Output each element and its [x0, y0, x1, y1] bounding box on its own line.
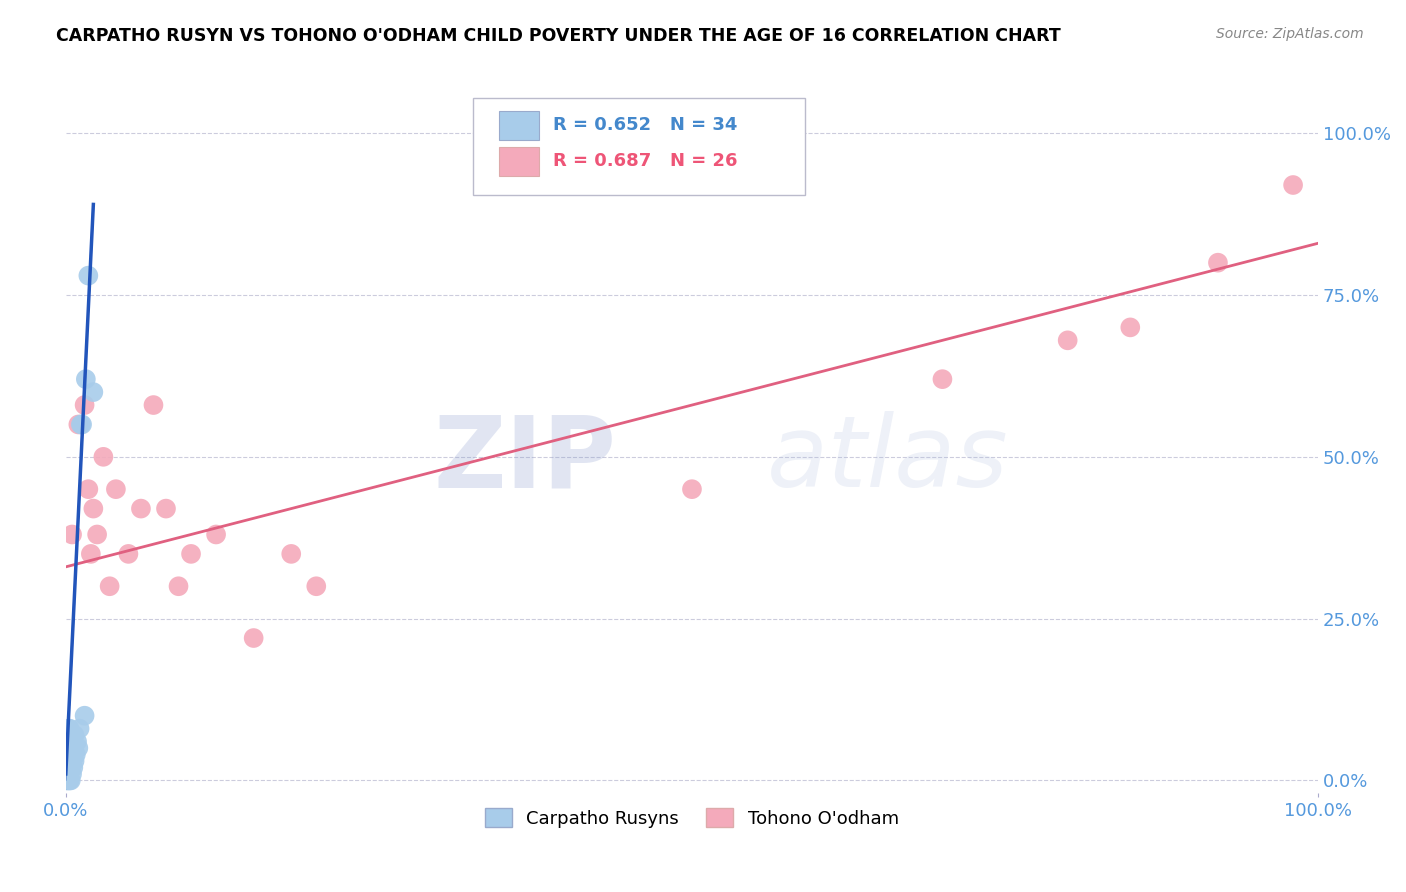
Point — [305, 579, 328, 593]
Point — [60, 527, 83, 541]
Point — [931, 372, 953, 386]
Text: ZIP: ZIP — [434, 411, 617, 508]
Text: atlas: atlas — [768, 411, 1008, 508]
Point — [58, 741, 80, 756]
Point — [142, 398, 165, 412]
Point — [70, 417, 93, 432]
Point — [67, 741, 90, 756]
Point — [60, 728, 83, 742]
Point — [69, 417, 91, 432]
Point — [104, 482, 127, 496]
Point — [77, 268, 100, 283]
Text: R = 0.652   N = 34: R = 0.652 N = 34 — [553, 116, 737, 134]
Point — [117, 547, 139, 561]
Point — [80, 547, 103, 561]
Point — [242, 631, 264, 645]
Point — [180, 547, 202, 561]
Point — [1282, 178, 1305, 192]
Point — [205, 527, 228, 541]
Point — [280, 547, 302, 561]
Point — [56, 747, 79, 762]
Point — [77, 482, 100, 496]
Text: Source: ZipAtlas.com: Source: ZipAtlas.com — [1216, 27, 1364, 41]
Point — [58, 747, 80, 762]
Point — [58, 773, 80, 788]
Point — [67, 417, 90, 432]
Point — [58, 760, 80, 774]
Point — [167, 579, 190, 593]
Point — [681, 482, 703, 496]
Point — [1206, 255, 1229, 269]
Point — [58, 734, 80, 748]
Point — [56, 767, 79, 781]
Point — [86, 527, 108, 541]
Point — [82, 501, 104, 516]
Text: R = 0.687   N = 26: R = 0.687 N = 26 — [553, 153, 738, 170]
Point — [98, 579, 121, 593]
Point — [69, 722, 91, 736]
Point — [58, 722, 80, 736]
Point — [59, 754, 82, 768]
Point — [56, 773, 79, 788]
FancyBboxPatch shape — [472, 97, 804, 195]
Point — [75, 372, 97, 386]
Point — [58, 722, 80, 736]
Point — [129, 501, 152, 516]
Point — [58, 760, 80, 774]
Text: CARPATHO RUSYN VS TOHONO O'ODHAM CHILD POVERTY UNDER THE AGE OF 16 CORRELATION C: CARPATHO RUSYN VS TOHONO O'ODHAM CHILD P… — [56, 27, 1062, 45]
Point — [73, 708, 96, 723]
Point — [58, 773, 80, 788]
Point — [60, 767, 83, 781]
Point — [62, 760, 84, 774]
Point — [82, 385, 104, 400]
Point — [63, 754, 86, 768]
Point — [1056, 334, 1078, 348]
FancyBboxPatch shape — [499, 147, 538, 176]
FancyBboxPatch shape — [499, 111, 538, 139]
Point — [59, 734, 82, 748]
Legend: Carpatho Rusyns, Tohono O'odham: Carpatho Rusyns, Tohono O'odham — [478, 801, 907, 835]
Point — [56, 754, 79, 768]
Point — [56, 760, 79, 774]
Point — [155, 501, 177, 516]
Point — [73, 398, 96, 412]
Point — [1119, 320, 1142, 334]
Point — [93, 450, 115, 464]
Point — [65, 747, 87, 762]
Point — [59, 773, 82, 788]
Point — [62, 741, 84, 756]
Point — [66, 734, 89, 748]
Point — [63, 728, 86, 742]
Point — [60, 747, 83, 762]
